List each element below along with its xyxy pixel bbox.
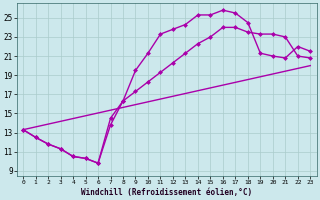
- X-axis label: Windchill (Refroidissement éolien,°C): Windchill (Refroidissement éolien,°C): [81, 188, 252, 197]
